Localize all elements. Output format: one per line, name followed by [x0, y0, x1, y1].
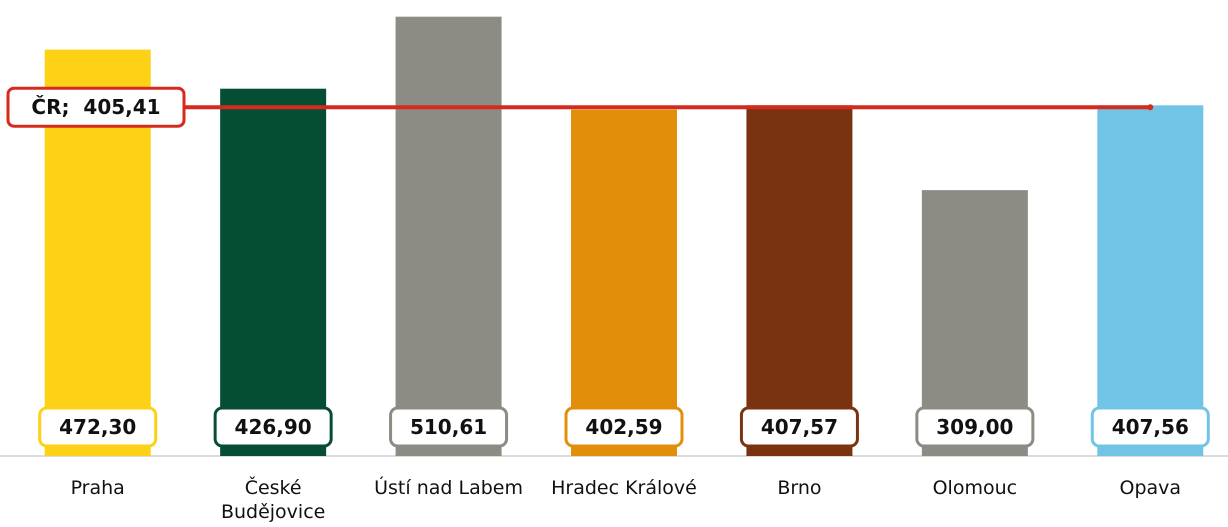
reference-label-box — [6, 86, 186, 128]
x-tick-label: Brno — [777, 477, 822, 499]
value-label-box — [564, 406, 684, 448]
value-label: 402,59 — [585, 415, 662, 439]
value-label-box — [1090, 406, 1210, 448]
value-label: 407,56 — [1112, 415, 1189, 439]
bar — [395, 16, 502, 457]
value-label-box — [915, 406, 1035, 448]
x-tick-label: České Budějovice — [220, 477, 326, 523]
x-tick-label: Praha — [70, 477, 125, 499]
x-tick-label: Olomouc — [932, 477, 1018, 499]
bar — [571, 109, 677, 457]
reference-label: ČR; 405,41 — [31, 95, 160, 119]
value-label-box — [739, 406, 859, 448]
x-tick-label: Ústí nad Labem — [374, 477, 523, 499]
value-label-box — [213, 406, 333, 448]
value-label: 309,00 — [936, 415, 1013, 439]
x-tick-label: Hradec Králové — [551, 477, 697, 499]
value-label-box — [38, 406, 158, 448]
value-label: 472,30 — [59, 415, 136, 439]
value-label: 510,61 — [410, 415, 487, 439]
bar — [746, 105, 853, 456]
value-label: 407,57 — [761, 415, 838, 439]
bar — [220, 88, 327, 457]
x-tick-label: Opava — [1119, 477, 1182, 499]
reference-end — [1147, 104, 1154, 111]
value-label: 426,90 — [235, 415, 312, 439]
value-label-box — [389, 406, 509, 448]
bar — [1097, 105, 1204, 456]
